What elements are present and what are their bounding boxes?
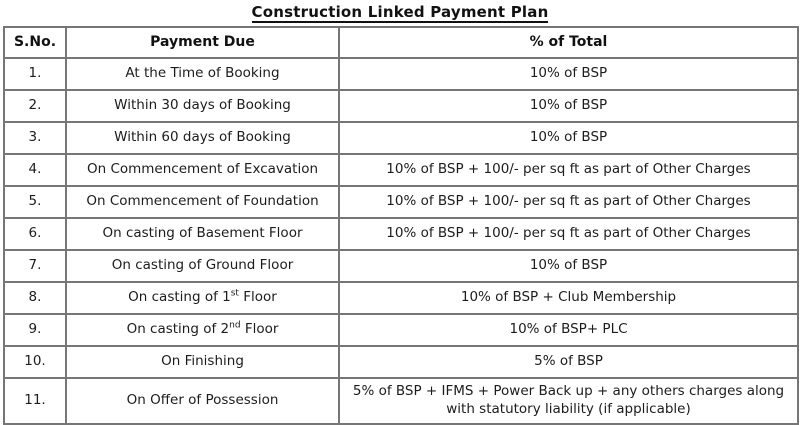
payment-due-cell: On Commencement of Excavation [65, 153, 340, 187]
payment-due-cell: On casting of Basement Floor [65, 217, 340, 251]
payment-plan-page: Construction Linked Payment Plan S.No. P… [0, 3, 800, 425]
percent-of-total-cell: 10% of BSP + Club Membership [338, 281, 799, 315]
table-row: 6. On casting of Basement Floor 10% of BSP… [3, 217, 799, 251]
table-row: 7. On casting of Ground Floor 10% of BSP [3, 249, 799, 283]
percent-of-total-cell: 10% of BSP [338, 89, 799, 123]
percent-of-total-cell: 10% of BSP [338, 121, 799, 155]
header-row: S.No. Payment Due % of Total [3, 26, 799, 59]
payment-due-cell: On casting of Ground Floor [65, 249, 340, 283]
ordinal-suffix: st [230, 288, 239, 299]
table-row: 2. Within 30 days of Booking 10% of BSP [3, 89, 799, 123]
percent-of-total-cell: 10% of BSP+ PLC [338, 313, 799, 347]
title-container: Construction Linked Payment Plan [0, 3, 800, 23]
header-percent-of-total: % of Total [338, 26, 799, 59]
sno-cell: 1. [3, 57, 67, 91]
ordinal-suffix: nd [229, 320, 241, 331]
sno-cell: 2. [3, 89, 67, 123]
percent-of-total-cell: 10% of BSP + 100/- per sq ft as part of … [338, 185, 799, 219]
sno-cell: 5. [3, 185, 67, 219]
sno-cell: 11. [3, 377, 67, 425]
payment-table-body: 1. At the Time of Booking 10% of BSP 2. With… [3, 57, 799, 425]
payment-due-cell: On casting of 2nd Floor [65, 313, 340, 347]
payment-due-cell: On casting of 1st Floor [65, 281, 340, 315]
sno-cell: 8. [3, 281, 67, 315]
table-row: 3. Within 60 days of Booking 10% of BSP [3, 121, 799, 155]
payment-due-cell: On Offer of Possession [65, 377, 340, 425]
payment-due-cell: On Finishing [65, 345, 340, 379]
table-row: 4. On Commencement of Excavation 10% of BS… [3, 153, 799, 187]
page-title: Construction Linked Payment Plan [251, 3, 549, 23]
header-sno: S.No. [3, 26, 67, 59]
sno-cell: 10. [3, 345, 67, 379]
payment-due-cell: Within 30 days of Booking [65, 89, 340, 123]
table-row: 5. On Commencement of Foundation 10% of BS… [3, 185, 799, 219]
percent-of-total-cell: 10% of BSP + 100/- per sq ft as part of … [338, 217, 799, 251]
percent-of-total-cell: 5% of BSP + IFMS + Power Back up + any o… [338, 377, 799, 425]
payment-plan-table: S.No. Payment Due % of Total 1. At the Ti… [3, 26, 799, 425]
table-row: 9. On casting of 2nd Floor 10% of BSP+ PLC [3, 313, 799, 347]
payment-due-cell: At the Time of Booking [65, 57, 340, 91]
percent-of-total-cell: 10% of BSP + 100/- per sq ft as part of … [338, 153, 799, 187]
percent-of-total-cell: 5% of BSP [338, 345, 799, 379]
sno-cell: 4. [3, 153, 67, 187]
percent-of-total-cell: 10% of BSP [338, 57, 799, 91]
table-row: 10. On Finishing 5% of BSP [3, 345, 799, 379]
sno-cell: 7. [3, 249, 67, 283]
table-row: 8. On casting of 1st Floor 10% of BSP + Cl… [3, 281, 799, 315]
sno-cell: 6. [3, 217, 67, 251]
header-payment-due: Payment Due [65, 26, 340, 59]
sno-cell: 9. [3, 313, 67, 347]
payment-due-cell: On Commencement of Foundation [65, 185, 340, 219]
payment-due-cell: Within 60 days of Booking [65, 121, 340, 155]
sno-cell: 3. [3, 121, 67, 155]
table-row: 1. At the Time of Booking 10% of BSP [3, 57, 799, 91]
table-row: 11. On Offer of Possession 5% of BSP + IFM… [3, 377, 799, 425]
percent-of-total-cell: 10% of BSP [338, 249, 799, 283]
